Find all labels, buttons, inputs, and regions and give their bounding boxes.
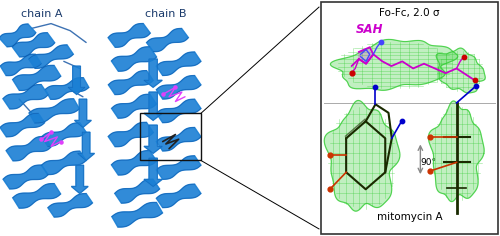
Polygon shape (156, 52, 201, 76)
Polygon shape (68, 66, 85, 94)
Text: Fo-Fc, 2.0 σ: Fo-Fc, 2.0 σ (380, 8, 440, 18)
Polygon shape (48, 194, 92, 217)
Polygon shape (144, 125, 162, 153)
Polygon shape (0, 24, 36, 47)
Point (376, 41, 384, 44)
Polygon shape (78, 132, 94, 160)
Text: chain A: chain A (20, 9, 62, 19)
Polygon shape (72, 165, 88, 194)
Point (398, 119, 406, 123)
Bar (140, 113, 201, 160)
Polygon shape (324, 101, 400, 211)
Polygon shape (108, 24, 150, 47)
Point (38, 137, 46, 141)
Polygon shape (144, 59, 162, 87)
Polygon shape (6, 137, 52, 161)
Polygon shape (144, 92, 162, 120)
Polygon shape (12, 65, 61, 90)
Polygon shape (12, 184, 60, 208)
Polygon shape (108, 71, 153, 95)
Point (326, 187, 334, 191)
Polygon shape (29, 45, 74, 68)
Point (426, 169, 434, 173)
Polygon shape (156, 76, 201, 99)
Polygon shape (3, 165, 48, 189)
Point (47, 130, 55, 134)
Polygon shape (156, 99, 201, 123)
Polygon shape (156, 156, 201, 179)
Text: chain B: chain B (145, 9, 186, 19)
Polygon shape (108, 122, 154, 147)
Polygon shape (156, 184, 201, 208)
Polygon shape (74, 99, 92, 127)
Point (326, 153, 334, 157)
Polygon shape (12, 33, 54, 57)
Point (372, 85, 380, 89)
Point (348, 71, 356, 75)
Polygon shape (42, 123, 86, 146)
Text: 90°: 90° (420, 158, 436, 167)
Polygon shape (112, 94, 156, 118)
Polygon shape (29, 99, 80, 123)
Polygon shape (112, 202, 162, 227)
Polygon shape (156, 127, 201, 151)
Polygon shape (359, 47, 374, 64)
Polygon shape (45, 78, 89, 99)
Text: mitomycin A: mitomycin A (376, 212, 442, 222)
Point (460, 55, 468, 59)
Polygon shape (0, 113, 44, 137)
Polygon shape (42, 151, 86, 175)
Point (158, 93, 166, 96)
Polygon shape (3, 85, 48, 109)
Text: SAH: SAH (356, 23, 384, 36)
Polygon shape (146, 29, 188, 52)
Point (56, 140, 64, 143)
Polygon shape (112, 47, 156, 71)
Polygon shape (114, 179, 160, 203)
Polygon shape (144, 158, 162, 186)
Point (472, 84, 480, 88)
Point (426, 135, 434, 139)
Polygon shape (0, 54, 41, 76)
Point (172, 85, 179, 89)
Polygon shape (428, 101, 484, 202)
Point (470, 78, 478, 82)
Polygon shape (112, 151, 156, 175)
Polygon shape (436, 48, 486, 93)
Polygon shape (330, 39, 458, 90)
